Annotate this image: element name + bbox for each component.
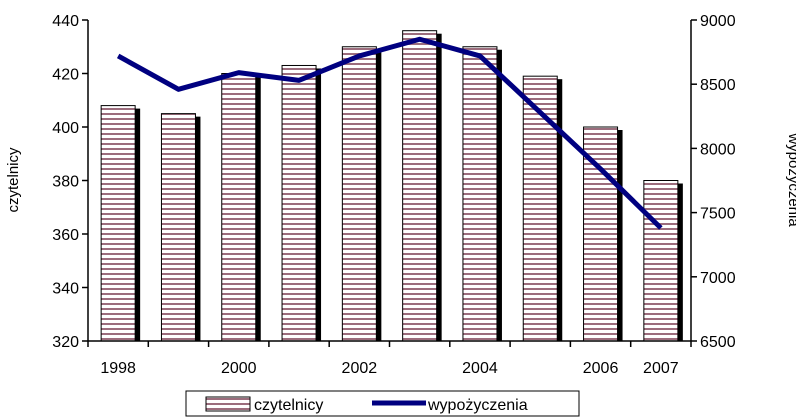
bar-2000 <box>221 73 257 342</box>
bars-group <box>100 30 683 342</box>
y-tick-label: 320 <box>52 334 79 351</box>
bar-2001 <box>281 64 317 342</box>
line-series-wypozyczenia <box>116 36 663 230</box>
y-tick-label: 400 <box>52 120 79 137</box>
bar-2002 <box>341 46 377 342</box>
y-tick-label: 340 <box>52 281 79 298</box>
y2-tick-label: 9000 <box>700 13 736 30</box>
y2-axis-title: wypożyczenia <box>785 132 796 227</box>
y-tick-label: 380 <box>52 174 79 191</box>
x-tick-label: 2004 <box>462 360 498 377</box>
y2-tick-label: 6500 <box>700 334 736 351</box>
y2-tick-label: 8000 <box>700 141 736 158</box>
y-tick-label: 360 <box>52 227 79 244</box>
ticks-group: 320 340 360 380 400 420 440 6500 7000 7500 8000 850… <box>52 13 735 377</box>
bar-2005 <box>522 75 558 342</box>
bar-2004 <box>462 46 498 342</box>
y2-tick-label: 7000 <box>700 270 736 287</box>
y-tick-label: 440 <box>52 13 79 30</box>
y-tick-label: 420 <box>52 67 79 84</box>
x-tick-label: 2007 <box>643 360 679 377</box>
bar-2007 <box>643 180 679 342</box>
line-group <box>116 36 663 230</box>
legend: czytelnicy wypożyczenia <box>185 390 580 417</box>
x-tick-label: 2006 <box>583 360 619 377</box>
legend-label-czytelnicy: czytelnicy <box>254 397 323 414</box>
y2-tick-label: 7500 <box>700 206 736 223</box>
bar-2003 <box>402 30 438 342</box>
x-tick-label: 2000 <box>221 360 257 377</box>
bar-2006 <box>583 126 619 342</box>
legend-bar-swatch <box>205 396 251 412</box>
x-tick-label: 1998 <box>100 360 136 377</box>
y2-tick-label: 8500 <box>700 77 736 94</box>
x-tick-label: 2002 <box>342 360 378 377</box>
y-axis-title: czytelnicy <box>5 147 22 213</box>
bar-1999 <box>160 113 196 342</box>
legend-label-wypozyczenia: wypożyczenia <box>427 397 528 414</box>
bar-1998 <box>100 105 136 342</box>
